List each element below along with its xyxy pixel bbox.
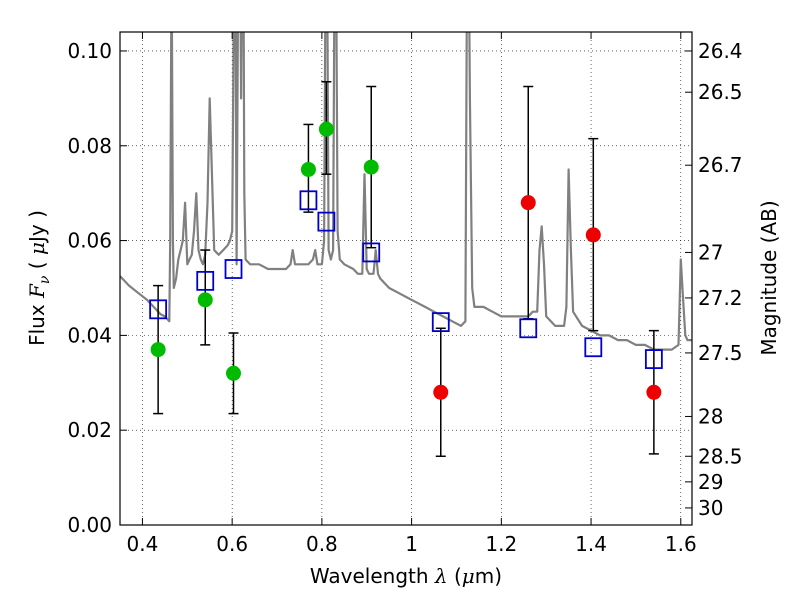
y2-tick-label: 26.4 (698, 39, 743, 63)
y2-tick-label: 26.5 (698, 80, 743, 104)
x-tick-label: 1 (405, 532, 418, 556)
optical-detections-point (363, 159, 379, 175)
nir-detections-point (646, 384, 662, 400)
model-photometry-square (519, 318, 538, 339)
y2-tick-label: 29 (698, 470, 723, 494)
spectrum-layer (120, 32, 692, 351)
plot-frame (119, 31, 693, 526)
model-photometry-square (224, 259, 243, 279)
spectrum-line (120, 32, 692, 351)
y2-tick-label: 27.2 (698, 286, 743, 310)
y2-tick-label: 28.5 (698, 444, 743, 468)
error-bars (153, 81, 659, 458)
optical-detections-point (300, 161, 316, 177)
y2-tick-label: 27 (698, 240, 723, 264)
x-tick-label: 1.4 (575, 532, 607, 556)
optical-detections-point (150, 342, 166, 358)
model-photometry-square (299, 190, 318, 211)
model-photometry-square (317, 211, 336, 232)
model-photometry-square (431, 312, 450, 333)
x-tick-label: 1.6 (665, 532, 697, 556)
model-photometry-square (584, 337, 603, 358)
optical-detections-point (318, 121, 334, 137)
x-tick-label: 0.8 (306, 532, 338, 556)
x-tick-label: 0.4 (127, 532, 159, 556)
nir-detections-point (433, 384, 449, 400)
nir-detections-point (520, 195, 536, 211)
y-tick-label: 0.08 (67, 134, 112, 158)
model-photometry-square (149, 299, 168, 320)
nir-detections-point (585, 227, 601, 243)
y2-tick-label: 27.5 (698, 341, 743, 365)
model-photometry-square (644, 349, 663, 369)
markers (149, 121, 663, 400)
y-tick-label: 0.02 (67, 418, 112, 442)
y-tick-label: 0.04 (67, 323, 112, 347)
y-axis-label: Flux Fν ( μJy ) (25, 210, 53, 346)
y2-tick-label: 28 (698, 404, 723, 428)
model-photometry-square (362, 242, 381, 263)
x-tick-label: 0.6 (216, 532, 248, 556)
model-photometry-square (196, 270, 215, 291)
y2-tick-label: 30 (698, 496, 723, 520)
right-axis-label: Magnitude (AB) (757, 200, 781, 355)
x-tick-label: 1.2 (485, 532, 517, 556)
y-tick-label: 0.00 (67, 513, 112, 537)
y-tick-label: 0.10 (67, 39, 112, 63)
optical-detections-point (226, 365, 242, 381)
x-axis-label: Wavelength λ (μm) (310, 564, 502, 588)
y2-tick-label: 26.7 (698, 153, 743, 177)
ticks: 0.4 0.6 0.8 1 1.2 1.4 1.6 0.00 0.02 0.04 0.06 0.08 0… (67, 32, 743, 556)
optical-detections-point (197, 292, 213, 308)
y-tick-label: 0.06 (67, 229, 112, 253)
